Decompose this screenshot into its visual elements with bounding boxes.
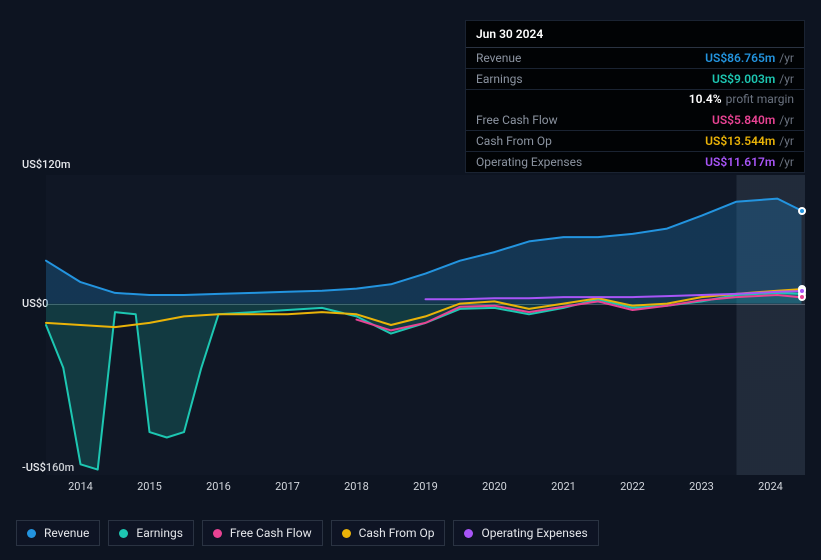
tooltip-row-value: US$5.840m: [712, 113, 775, 127]
legend-item[interactable]: Revenue: [16, 520, 100, 546]
tooltip-row-label: Operating Expenses: [476, 155, 705, 169]
legend-swatch: [213, 529, 222, 538]
legend-swatch: [119, 529, 128, 538]
legend-item[interactable]: Earnings: [108, 520, 194, 546]
tooltip-row-value: US$9.003m: [712, 72, 775, 86]
series-area: [46, 199, 802, 304]
tooltip-row-unit: /yr: [779, 51, 794, 65]
legend-swatch: [342, 529, 351, 538]
tooltip-row-value: US$86.765m: [705, 51, 775, 65]
x-axis-tick: 2018: [322, 480, 391, 500]
tooltip-profit-margin: 10.4%profit margin: [466, 90, 804, 110]
x-axis-tick: 2016: [184, 480, 253, 500]
legend-item[interactable]: Free Cash Flow: [202, 520, 323, 546]
tooltip-row-value: US$11.617m: [705, 155, 775, 169]
tooltip-row: Cash From OpUS$13.544m/yr: [466, 131, 804, 152]
financials-chart: US$120m US$0 -US$160m 201420152016201720…: [16, 155, 805, 500]
x-axis-tick: 2015: [115, 480, 184, 500]
legend-item[interactable]: Cash From Op: [331, 520, 446, 546]
legend-label: Revenue: [44, 526, 89, 540]
tooltip-row-value: US$13.544m: [705, 134, 775, 148]
legend-item[interactable]: Operating Expenses: [453, 520, 598, 546]
legend-label: Cash From Op: [359, 526, 435, 540]
tooltip-row: Operating ExpensesUS$11.617m/yr: [466, 152, 804, 172]
tooltip-row-label: Revenue: [476, 51, 705, 65]
legend-label: Free Cash Flow: [230, 526, 312, 540]
tooltip-row-label: Cash From Op: [476, 134, 705, 148]
x-axis-tick: 2014: [46, 480, 115, 500]
tooltip-row-unit: /yr: [779, 134, 794, 148]
tooltip-row-label: Free Cash Flow: [476, 113, 712, 127]
tooltip-row-label: Earnings: [476, 72, 712, 86]
tooltip-row: RevenueUS$86.765m/yr: [466, 48, 804, 69]
tooltip-row: Free Cash FlowUS$5.840m/yr: [466, 110, 804, 131]
tooltip-row-unit: /yr: [779, 155, 794, 169]
chart-svg: [46, 175, 805, 475]
legend-swatch: [27, 529, 36, 538]
series-endpoint-marker: [798, 207, 806, 215]
series-endpoint-marker: [798, 287, 806, 295]
tooltip-row-unit: /yr: [779, 72, 794, 86]
x-axis-tick: 2019: [391, 480, 460, 500]
plot-area[interactable]: [46, 175, 805, 475]
y-axis-zero-label: US$0: [22, 297, 48, 310]
x-axis-tick: 2020: [460, 480, 529, 500]
tooltip-row-unit: /yr: [779, 113, 794, 127]
legend-swatch: [464, 529, 473, 538]
tooltip-row: EarningsUS$9.003m/yr: [466, 69, 804, 90]
x-axis-tick: 2024: [736, 480, 805, 500]
legend-label: Earnings: [136, 526, 183, 540]
series-area: [46, 293, 802, 470]
hover-tooltip: Jun 30 2024 RevenueUS$86.765m/yrEarnings…: [465, 20, 805, 173]
x-axis-tick: 2022: [598, 480, 667, 500]
x-axis: 2014201520162017201820192020202120222023…: [46, 480, 805, 500]
x-axis-tick: 2021: [529, 480, 598, 500]
x-axis-tick: 2017: [253, 480, 322, 500]
tooltip-date: Jun 30 2024: [466, 21, 804, 48]
legend-label: Operating Expenses: [481, 526, 587, 540]
y-axis-top-label: US$120m: [22, 158, 70, 171]
legend: Revenue Earnings Free Cash Flow Cash From O…: [16, 520, 599, 546]
x-axis-tick: 2023: [667, 480, 736, 500]
